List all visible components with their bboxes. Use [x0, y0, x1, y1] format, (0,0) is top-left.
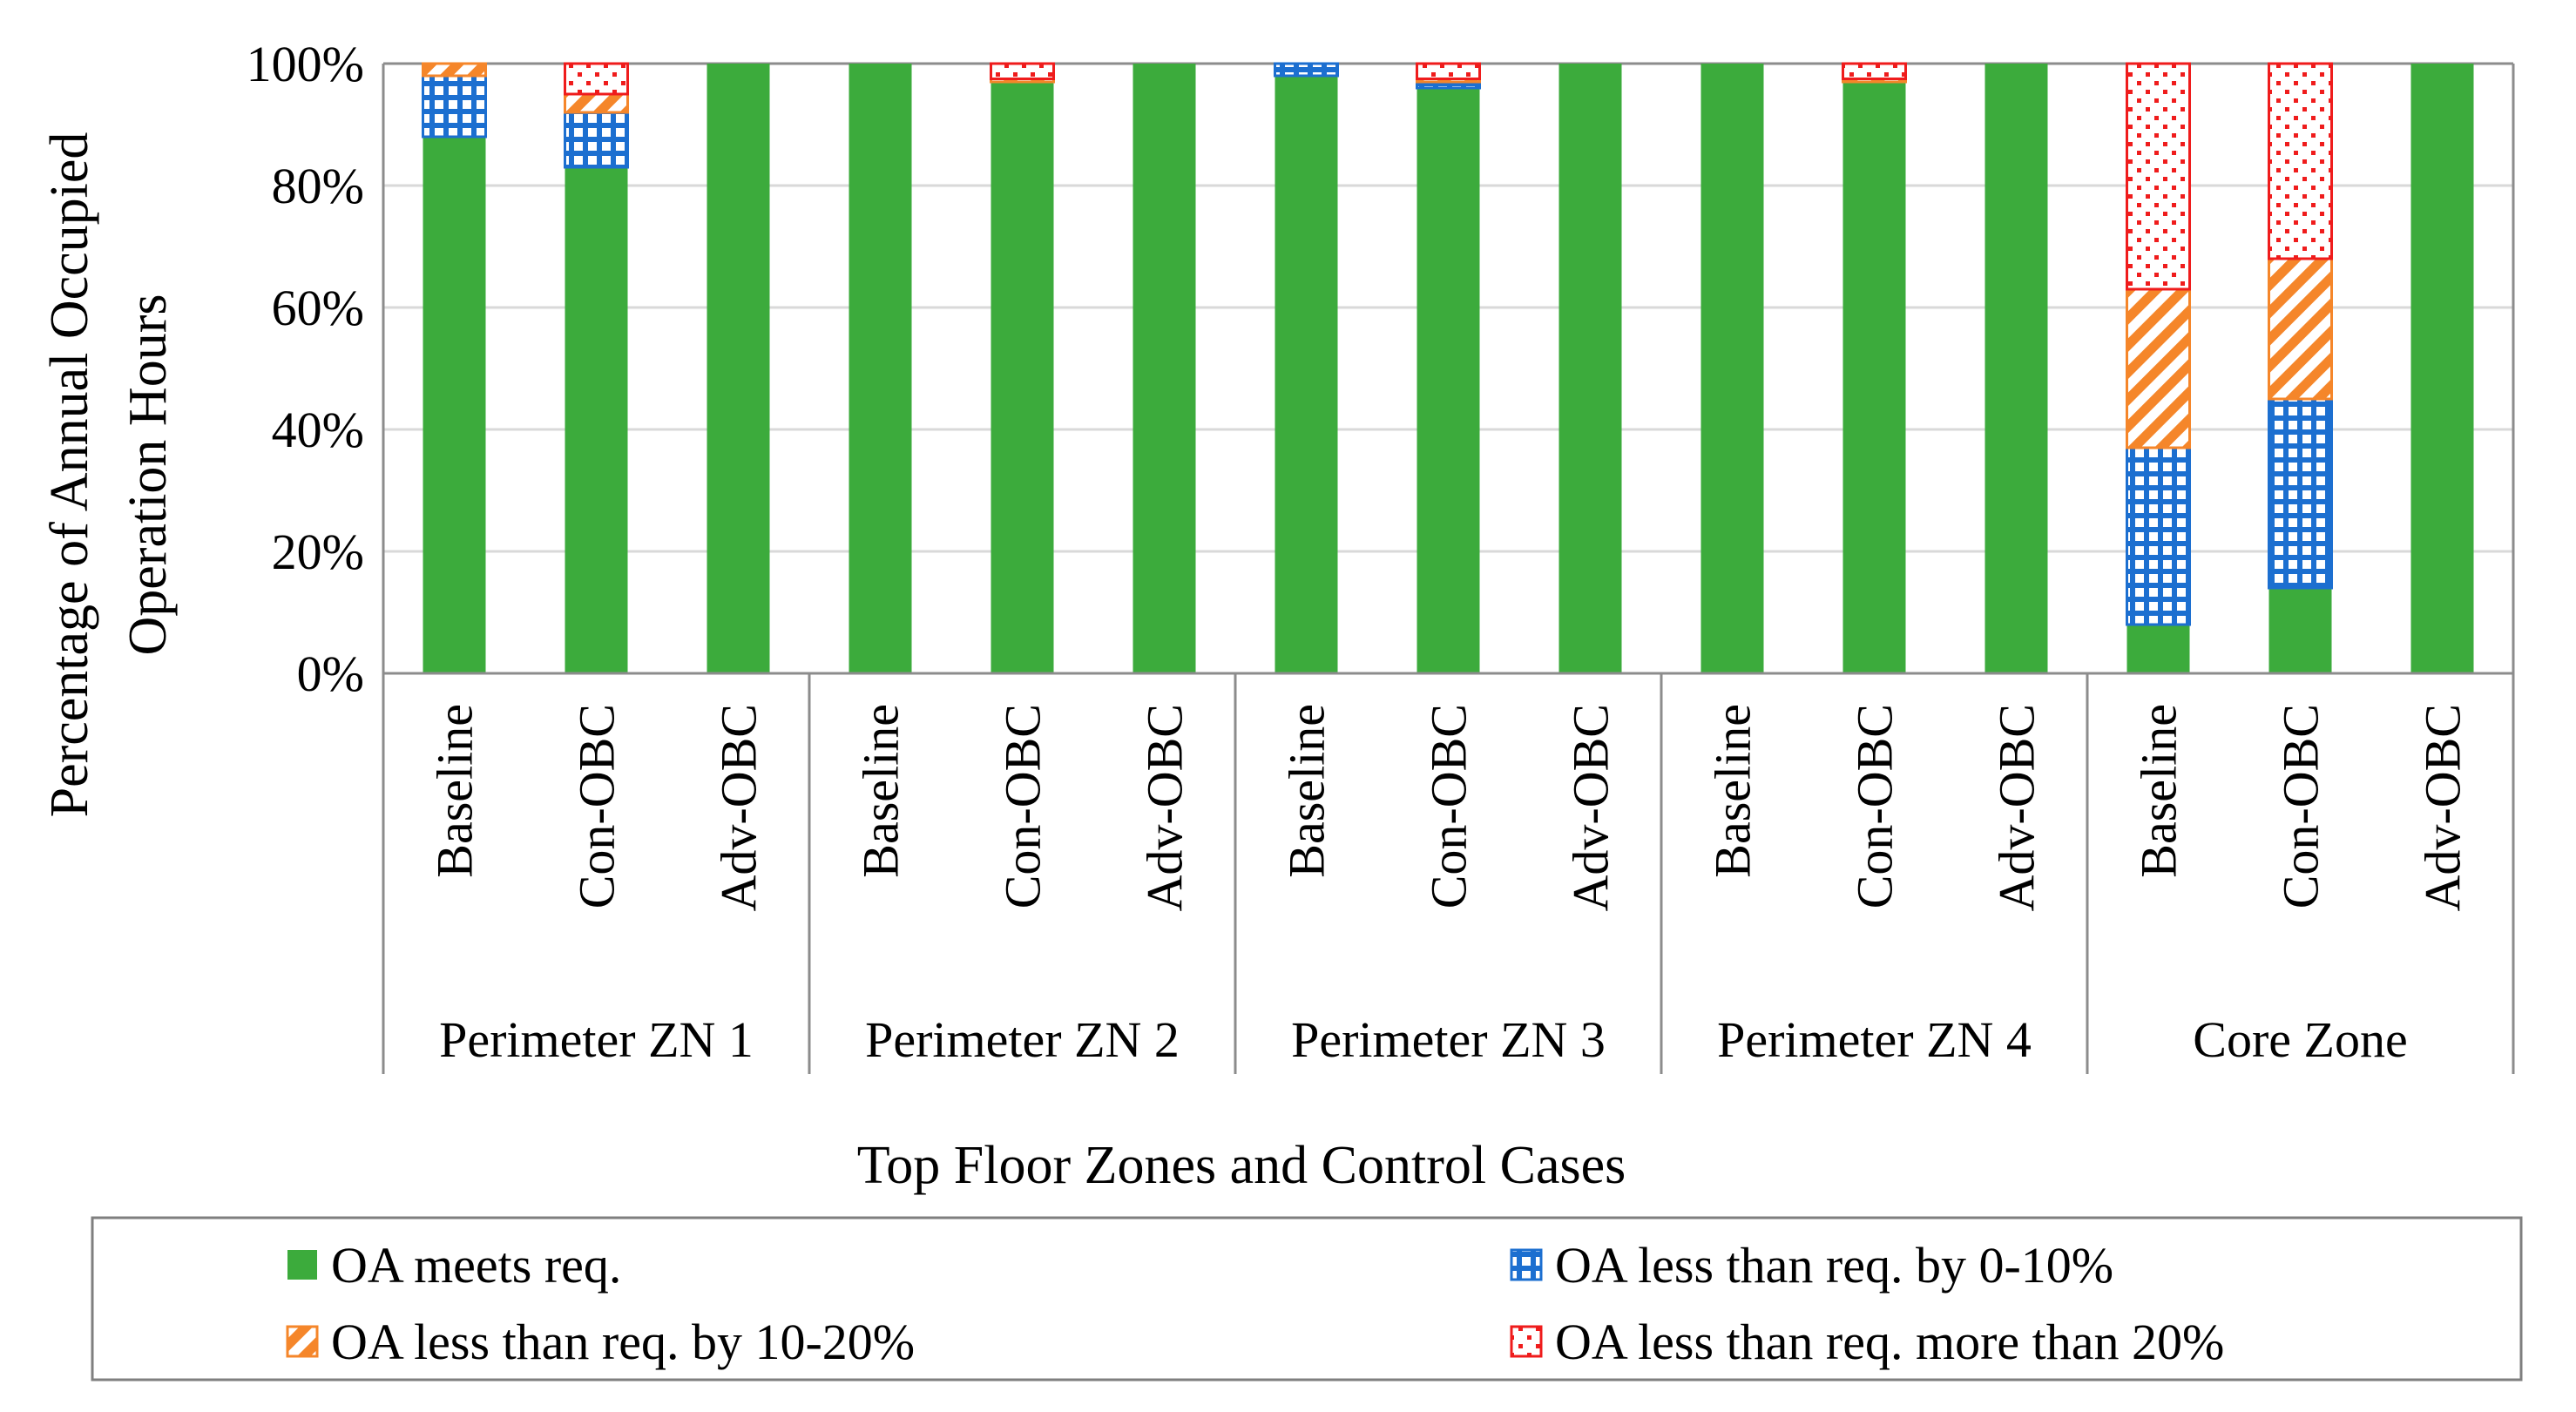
bar-segment-solid	[1274, 76, 1338, 673]
bar-segment-solid	[2126, 625, 2190, 673]
category-label: Adv-OBC	[2415, 704, 2471, 911]
legend-swatch-dots	[1510, 1325, 1543, 1358]
y-tick-label: 40%	[272, 402, 364, 458]
bar-segment-solid	[1558, 64, 1622, 673]
bar-segment-solid	[1132, 64, 1196, 673]
bar-segment-grid	[2126, 446, 2191, 626]
group-label: Perimeter ZN 4	[1717, 1011, 2032, 1068]
y-tick-label: 0%	[297, 645, 364, 702]
legend-swatch-diagonal	[286, 1325, 319, 1358]
category-label: Con-OBC	[1847, 704, 1903, 909]
legend-swatch-solid	[287, 1250, 317, 1280]
bar-segment-diagonal	[2268, 257, 2333, 401]
category-label: Con-OBC	[2273, 704, 2329, 909]
bar-segment-dots	[1842, 62, 1907, 80]
category-label: Adv-OBC	[1137, 704, 1193, 911]
category-label: Con-OBC	[995, 704, 1051, 909]
bar-segment-solid	[1984, 64, 2048, 673]
bar-segment-dots	[1416, 62, 1481, 80]
y-tick-label: 80%	[272, 158, 364, 214]
bar-segment-solid	[2268, 588, 2332, 673]
group-label: Core Zone	[2193, 1011, 2407, 1068]
bar-segment-grid	[2268, 397, 2333, 590]
group-label: Perimeter ZN 2	[865, 1011, 1180, 1068]
category-label: Con-OBC	[1421, 704, 1477, 909]
bar-segment-solid	[849, 64, 912, 673]
bar-segment-solid	[1842, 82, 1906, 673]
category-label: Adv-OBC	[1989, 704, 2045, 911]
bar-segment-diagonal	[2126, 287, 2191, 449]
category-label: Adv-OBC	[1563, 704, 1619, 911]
y-axis-title-line-1: Percentage of Annual Occupied	[40, 132, 99, 818]
legend-label: OA less than req. more than 20%	[1555, 1314, 2224, 1370]
bar-segment-solid	[991, 82, 1054, 673]
y-tick-label: 20%	[272, 524, 364, 580]
bar-segment-grid	[1274, 62, 1339, 78]
category-label: Baseline	[427, 704, 483, 878]
category-label: Baseline	[853, 704, 909, 878]
bar-segment-solid	[423, 137, 486, 673]
category-label: Baseline	[2131, 704, 2187, 878]
bar-segment-dots	[990, 62, 1055, 80]
bar-segment-grid	[564, 111, 629, 169]
group-label: Perimeter ZN 3	[1291, 1011, 1606, 1068]
bar-segment-solid	[1700, 64, 1764, 673]
bar-segment-diagonal	[422, 62, 487, 78]
bar-segment-dots	[564, 62, 629, 96]
bar-segment-solid	[707, 64, 770, 673]
legend-box	[91, 1216, 2523, 1382]
y-tick-label: 60%	[272, 280, 364, 336]
category-label: Adv-OBC	[711, 704, 767, 911]
x-axis: Baseline Con-OBC Adv-OBC Perimeter ZN 1 Base…	[382, 672, 2515, 1074]
legend-label: OA meets req.	[331, 1237, 621, 1294]
y-tick-label: 100%	[247, 36, 364, 92]
legend-swatch-grid	[1510, 1248, 1543, 1281]
bar-segment-diagonal	[564, 92, 629, 114]
group-label: Perimeter ZN 1	[439, 1011, 754, 1068]
category-label: Baseline	[1705, 704, 1761, 878]
y-axis-title-line-2: Operation Hours	[118, 294, 178, 656]
category-label: Baseline	[1279, 704, 1335, 878]
bar-segment-solid	[1416, 88, 1480, 673]
bar-segment-solid	[2410, 64, 2474, 673]
legend-label: OA less than req. by 0-10%	[1555, 1237, 2113, 1294]
bar-segment-grid	[422, 74, 487, 138]
legend: OA meets req. OA less than req. by 0-10% O…	[91, 1216, 2523, 1382]
legend-label: OA less than req. by 10-20%	[331, 1314, 915, 1370]
category-label: Con-OBC	[569, 704, 625, 909]
x-axis-title: Top Floor Zones and Control Cases	[857, 1136, 1626, 1195]
bar-segment-solid	[565, 167, 628, 673]
bar-segment-dots	[2126, 62, 2191, 291]
bars	[422, 62, 2474, 673]
bar-segment-dots	[2268, 62, 2333, 260]
